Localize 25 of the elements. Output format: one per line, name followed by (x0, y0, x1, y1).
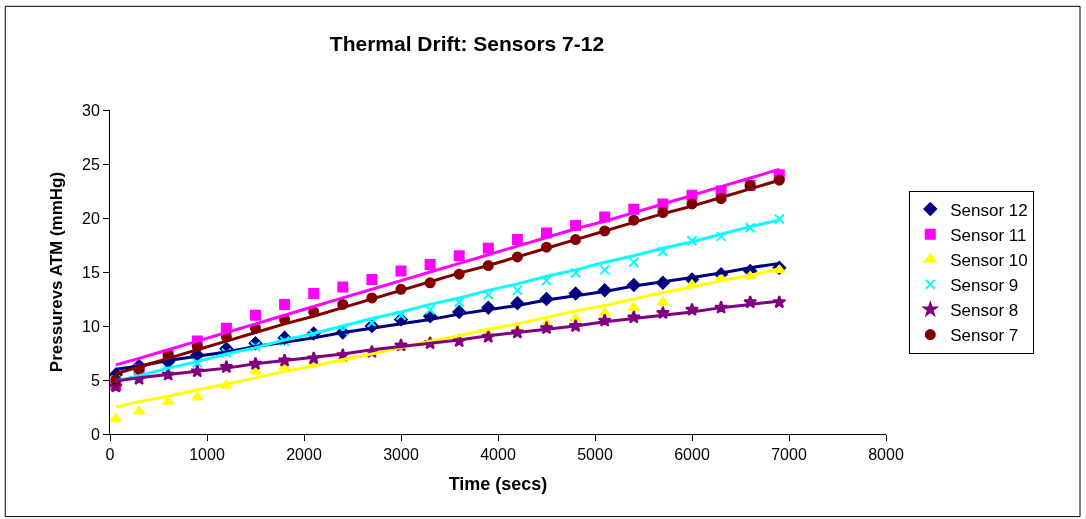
y-tick-label: 20 (82, 209, 100, 227)
legend-label: Sensor 10 (950, 250, 1028, 270)
y-tick-label: 30 (82, 101, 100, 119)
y-tick-label: 25 (82, 155, 100, 173)
chart-title: Thermal Drift: Sensors 7-12 (329, 32, 605, 56)
x-tick-label: 4000 (480, 446, 516, 464)
x-tick-label: 8000 (868, 446, 904, 464)
y-tick-label: 0 (90, 425, 100, 443)
legend-label: Sensor 7 (950, 326, 1019, 346)
x-tick-label: 5000 (577, 446, 613, 464)
legend-label: Sensor 11 (950, 225, 1027, 245)
legend-label: Sensor 9 (950, 275, 1019, 295)
x-tick-label: 7000 (771, 446, 807, 464)
x-tick-label: 2000 (286, 446, 322, 464)
legend-label: Sensor 8 (950, 301, 1019, 321)
x-tick-label: 1000 (189, 446, 225, 464)
x-axis-title: Time (secs) (448, 474, 548, 495)
y-axis-title: Pressurevs ATM (mmHg) (46, 171, 66, 373)
y-tick-label: 10 (82, 317, 100, 335)
y-tick-label: 15 (82, 263, 100, 281)
x-tick-label: 3000 (383, 446, 419, 464)
x-tick-label: 6000 (674, 446, 710, 464)
x-tick-label: 0 (105, 446, 115, 464)
legend-label: Sensor 12 (950, 200, 1028, 220)
y-tick-label: 5 (90, 371, 100, 389)
